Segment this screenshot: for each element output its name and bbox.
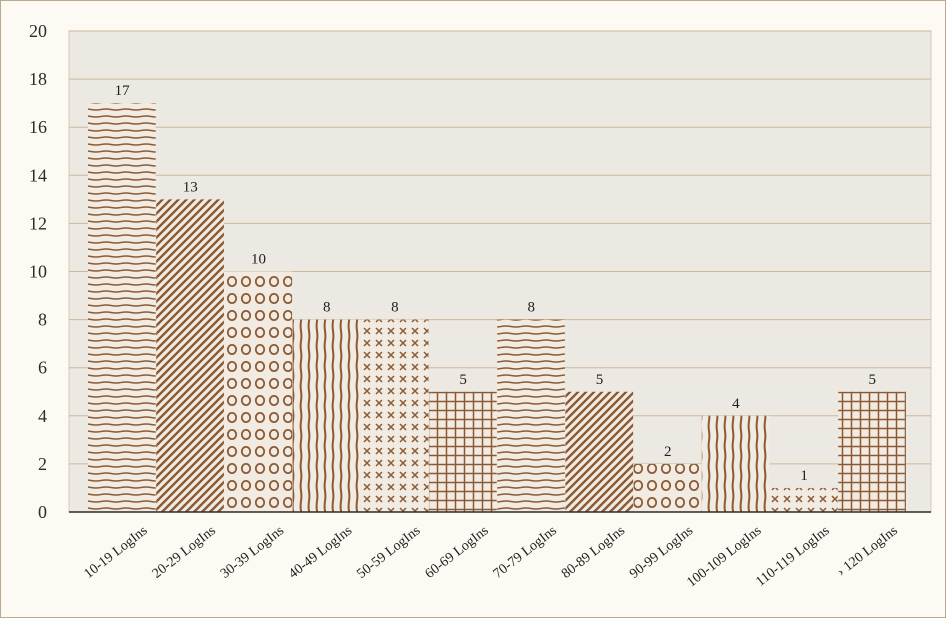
x-tick-label: 110-119 LogIns <box>753 523 832 589</box>
bar <box>701 415 770 512</box>
x-tick-label: 20-29 LogIns <box>150 523 219 582</box>
bar <box>497 319 565 512</box>
y-tick-label: 20 <box>29 21 47 41</box>
data-label: 17 <box>115 83 131 99</box>
data-label: 4 <box>732 396 740 412</box>
data-label: 8 <box>323 300 331 316</box>
x-tick-label: 40-49 LogIns <box>286 523 355 582</box>
data-label: 8 <box>391 300 399 316</box>
data-label: 5 <box>596 372 604 388</box>
data-label: 2 <box>664 444 672 460</box>
x-axis: 10-19 LogIns 20-29 LogIns 30-39 LogIns 40-4… <box>69 511 931 590</box>
x-tick-label: › 120 LogIns <box>835 523 901 579</box>
x-tick-label: 80-89 LogIns <box>559 523 628 582</box>
x-tick-label: 70-79 LogIns <box>491 523 560 582</box>
y-tick-label: 12 <box>29 213 47 233</box>
bar <box>156 199 224 512</box>
data-label: 8 <box>528 300 536 316</box>
y-tick-label: 2 <box>38 454 47 474</box>
y-tick-label: 8 <box>38 310 47 330</box>
y-tick-label: 10 <box>29 262 47 282</box>
x-tick-label: 10-19 LogIns <box>82 523 151 582</box>
y-tick-label: 18 <box>29 69 47 89</box>
data-label: 10 <box>251 252 266 268</box>
y-tick-label: 6 <box>38 358 47 378</box>
x-tick-label: 100-109 LogIns <box>684 523 764 590</box>
bar <box>770 487 838 512</box>
y-tick-label: 0 <box>38 502 47 522</box>
y-tick-label: 16 <box>29 117 47 137</box>
x-tick-label: 60-69 LogIns <box>423 523 492 582</box>
bar <box>565 391 634 512</box>
x-tick-label: 90-99 LogIns <box>627 523 696 582</box>
data-label: 1 <box>800 468 808 484</box>
bar <box>224 271 293 512</box>
bar <box>360 319 429 512</box>
bar <box>633 463 702 512</box>
y-tick-label: 14 <box>29 165 47 185</box>
y-axis: 0 2 4 6 8 10 12 14 16 18 20 <box>29 21 47 522</box>
x-tick-label: 30-39 LogIns <box>218 523 287 582</box>
bar <box>88 103 156 513</box>
bar <box>838 391 906 512</box>
data-label: 5 <box>459 372 467 388</box>
bar <box>292 319 361 512</box>
bars <box>88 103 906 513</box>
data-labels: 17 13 10 8 8 5 8 5 2 4 1 5 <box>115 83 876 484</box>
data-label: 13 <box>183 179 198 195</box>
y-tick-label: 4 <box>38 406 47 426</box>
data-label: 5 <box>869 372 877 388</box>
bar <box>429 391 497 512</box>
x-tick-label: 50-59 LogIns <box>354 523 423 582</box>
